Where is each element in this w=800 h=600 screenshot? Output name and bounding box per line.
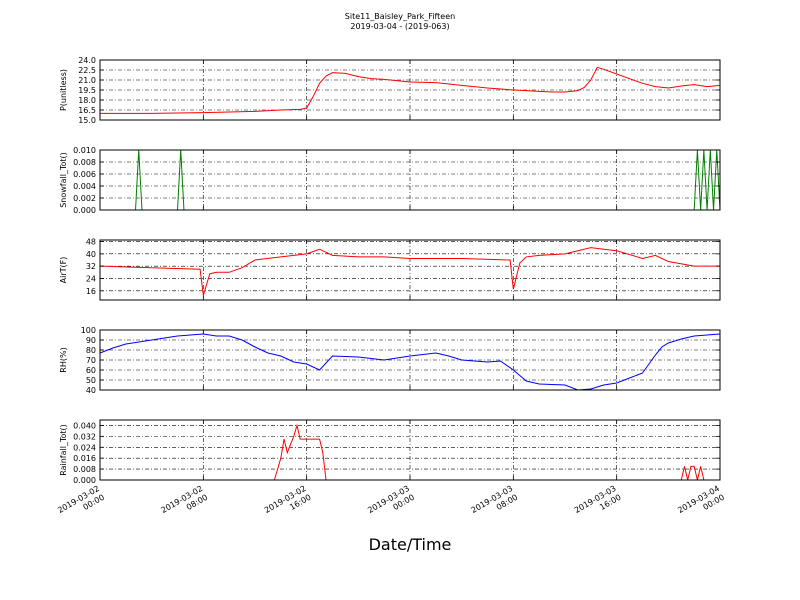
panel-1-ytick-label: 0.000 xyxy=(73,206,96,215)
panel-3-ytick-label: 100 xyxy=(81,326,96,335)
panel-0-ytick-label: 21.0 xyxy=(78,76,96,85)
panel-2-ylabel: AirT(F) xyxy=(59,257,68,284)
panel-4-series-line xyxy=(100,423,720,481)
panel-4-ytick-label: 0.016 xyxy=(73,454,96,463)
panel-3-ytick-label: 90 xyxy=(86,336,96,345)
panel-2: 16 24 32 40 48 AirT(F) xyxy=(59,238,721,301)
panel-4-ytick-label: 0.024 xyxy=(73,443,96,452)
panel-1-ytick-label: 0.010 xyxy=(73,146,96,155)
panel-3-series-line xyxy=(99,333,721,391)
panel-2-ytick-label: 48 xyxy=(86,238,96,247)
x-axis-label: Date/Time xyxy=(369,535,452,554)
panel-4-ylabel: Rainfall_Tot() xyxy=(59,424,68,476)
panel-0-series-line xyxy=(100,66,721,114)
panel-1-ytick-label: 0.002 xyxy=(73,194,96,203)
panel-1-ytick-label: 0.006 xyxy=(73,170,96,179)
panel-3-ytick-label: 80 xyxy=(86,346,96,355)
chart-title: Site11_Baisley_Park_Fifteen xyxy=(345,12,455,21)
panel-4-ytick-label: 0.000 xyxy=(73,476,96,485)
panel-3-ytick-label: 70 xyxy=(86,356,96,365)
panel-1-ytick-label: 0.008 xyxy=(73,158,96,167)
panel-1-ylabel: Snowfall_Tot() xyxy=(59,152,68,208)
panel-2-ytick-label: 24 xyxy=(86,274,96,283)
panel-2-series-line xyxy=(99,247,720,296)
panel-1-ytick-label: 0.004 xyxy=(73,182,96,191)
chart-subtitle: 2019-03-04 - (2019-063) xyxy=(350,22,449,31)
panel-1: 0.000 0.002 0.004 0.006 0.008 0.010 Snowfall_T… xyxy=(59,146,721,215)
panels-group: 15.016.518.019.521.022.524.0 P(unitless) 0… xyxy=(59,56,721,485)
panel-0-ytick-label: 15.0 xyxy=(78,116,96,125)
panel-4-ytick-label: 0.008 xyxy=(73,465,96,474)
panel-2-ytick-label: 16 xyxy=(86,287,96,296)
panel-1-series-line xyxy=(100,149,721,211)
panel-4-ytick-label: 0.040 xyxy=(73,421,96,430)
panel-4-ytick-label: 0.032 xyxy=(73,432,96,441)
panel-0: 15.016.518.019.521.022.524.0 P(unitless) xyxy=(59,56,721,125)
panel-4: 0.000 0.008 0.016 0.024 0.032 0.040 Rainfall_T… xyxy=(59,419,721,485)
panel-2-ytick-label: 32 xyxy=(86,262,96,271)
panel-3-ylabel: RH(%) xyxy=(59,347,68,372)
panel-0-ytick-label: 22.5 xyxy=(78,66,96,75)
panel-3-ytick-label: 50 xyxy=(86,376,96,385)
panel-0-ytick-label: 16.5 xyxy=(78,106,96,115)
panel-3-ytick-label: 40 xyxy=(86,386,96,395)
panel-0-ytick-label: 19.5 xyxy=(78,86,96,95)
panel-3-ytick-label: 60 xyxy=(86,366,96,375)
panel-2-ytick-label: 40 xyxy=(86,250,96,259)
panel-0-ylabel: P(unitless) xyxy=(59,69,68,111)
panel-0-ytick-label: 24.0 xyxy=(78,56,96,65)
panel-0-ytick-label: 18.0 xyxy=(78,96,96,105)
